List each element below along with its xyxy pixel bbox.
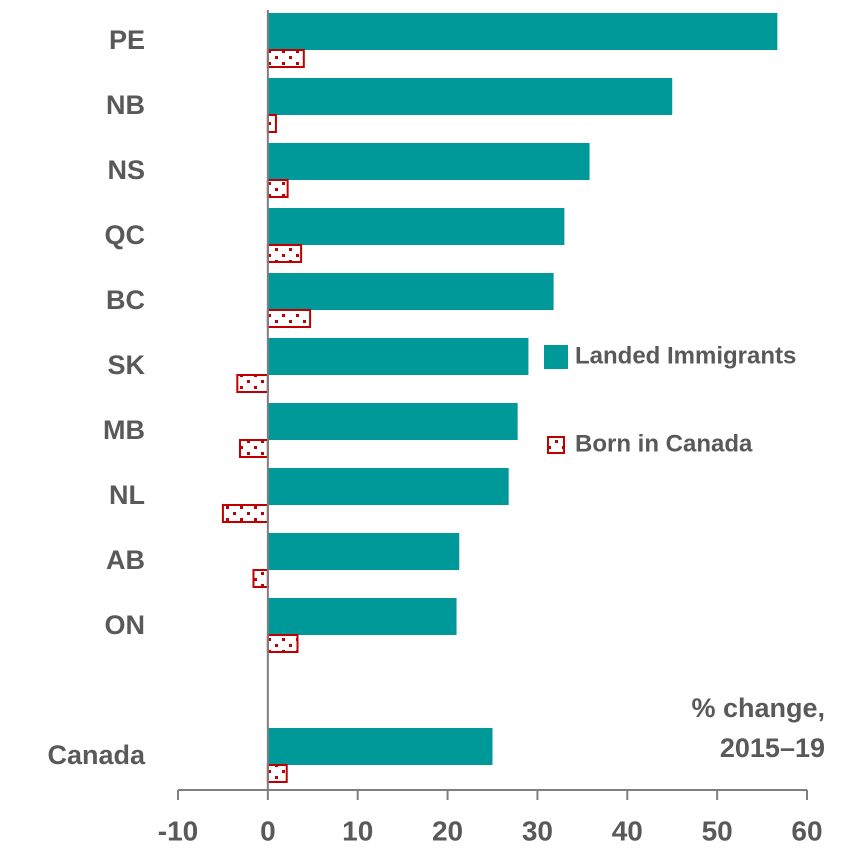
bar — [267, 208, 565, 245]
x-tick-label: 0 — [260, 815, 276, 846]
annotation: % change, — [691, 693, 825, 723]
bar — [266, 244, 303, 263]
bar — [221, 504, 269, 523]
bar — [252, 569, 269, 588]
bar — [267, 533, 460, 570]
category-label: AB — [106, 545, 145, 575]
bar — [239, 439, 269, 458]
x-tick-label: 30 — [522, 815, 553, 846]
x-tick-label: 50 — [702, 815, 733, 846]
category-label: NS — [107, 155, 145, 185]
bar — [266, 634, 299, 653]
bar — [267, 598, 457, 635]
x-tick-label: 10 — [342, 815, 373, 846]
bar — [267, 728, 493, 765]
bar — [267, 468, 509, 505]
legend-swatch — [547, 436, 565, 454]
bar — [266, 764, 288, 783]
annotation: 2015–19 — [720, 733, 825, 763]
bar — [267, 403, 518, 440]
bar — [267, 143, 590, 180]
legend-label: Born in Canada — [575, 430, 753, 457]
category-label: ON — [105, 610, 146, 640]
legend-swatch — [544, 345, 568, 369]
category-label: MB — [103, 415, 145, 445]
category-label: PE — [109, 25, 145, 55]
bar — [266, 179, 289, 198]
bar — [267, 273, 554, 310]
bar — [267, 78, 673, 115]
category-label: BC — [106, 285, 145, 315]
category-label: Canada — [47, 740, 146, 770]
x-tick-label: 60 — [791, 815, 822, 846]
bar — [266, 49, 305, 68]
category-label: QC — [105, 220, 146, 250]
bar — [267, 338, 529, 375]
x-tick-label: -10 — [158, 815, 198, 846]
x-tick-label: 20 — [432, 815, 463, 846]
category-label: NL — [109, 480, 145, 510]
legend-label: Landed Immigrants — [575, 342, 796, 369]
bar — [236, 374, 269, 393]
x-tick-label: 40 — [612, 815, 643, 846]
category-label: NB — [106, 90, 145, 120]
bar — [267, 13, 778, 50]
bar — [266, 114, 277, 133]
category-label: SK — [107, 350, 145, 380]
bar — [266, 309, 312, 328]
